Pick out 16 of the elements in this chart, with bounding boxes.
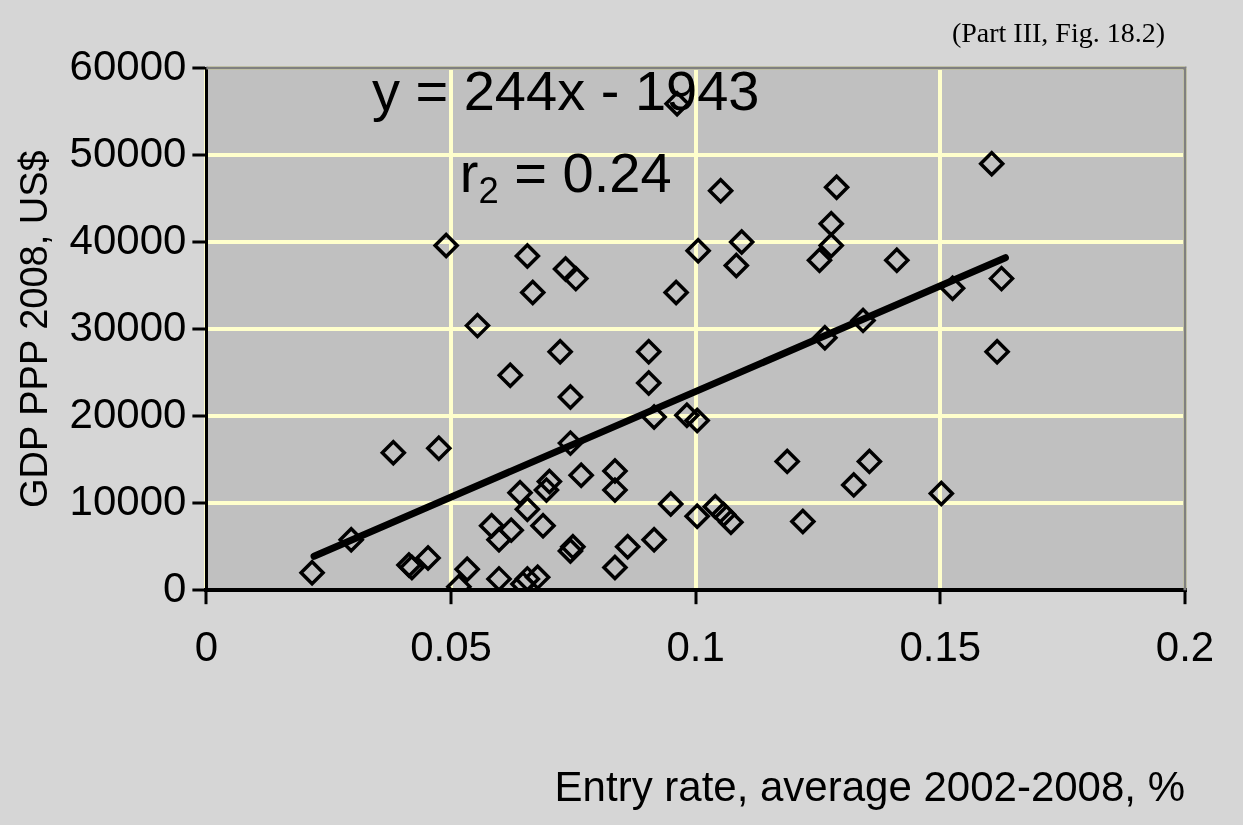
text: (Part III, Fig. 18.2) bbox=[951, 17, 1165, 48]
x-tick-label: 0 bbox=[194, 622, 219, 670]
x-axis-title: Entry rate, average 2002-2008, % bbox=[554, 763, 1185, 811]
y-tick-label: 40000 bbox=[69, 215, 187, 263]
y-tick-label: 20000 bbox=[69, 389, 187, 437]
x-tick-label: 0.2 bbox=[1155, 622, 1215, 670]
annotation: y = 244x - 1943 bbox=[371, 59, 760, 122]
y-tick-label: 10000 bbox=[69, 476, 187, 524]
y-tick-label: 30000 bbox=[69, 302, 187, 350]
x-tick-label: 0.05 bbox=[410, 622, 492, 670]
y-tick-label: 60000 bbox=[69, 41, 187, 89]
y-axis-title: GDP PPP 2008, US$ bbox=[13, 150, 56, 508]
y-tick-label: 50000 bbox=[69, 128, 187, 176]
x-tick-label: 0.1 bbox=[666, 622, 725, 670]
x-tick-label: 0.15 bbox=[899, 622, 982, 670]
y-tick-label: 0 bbox=[163, 563, 187, 611]
